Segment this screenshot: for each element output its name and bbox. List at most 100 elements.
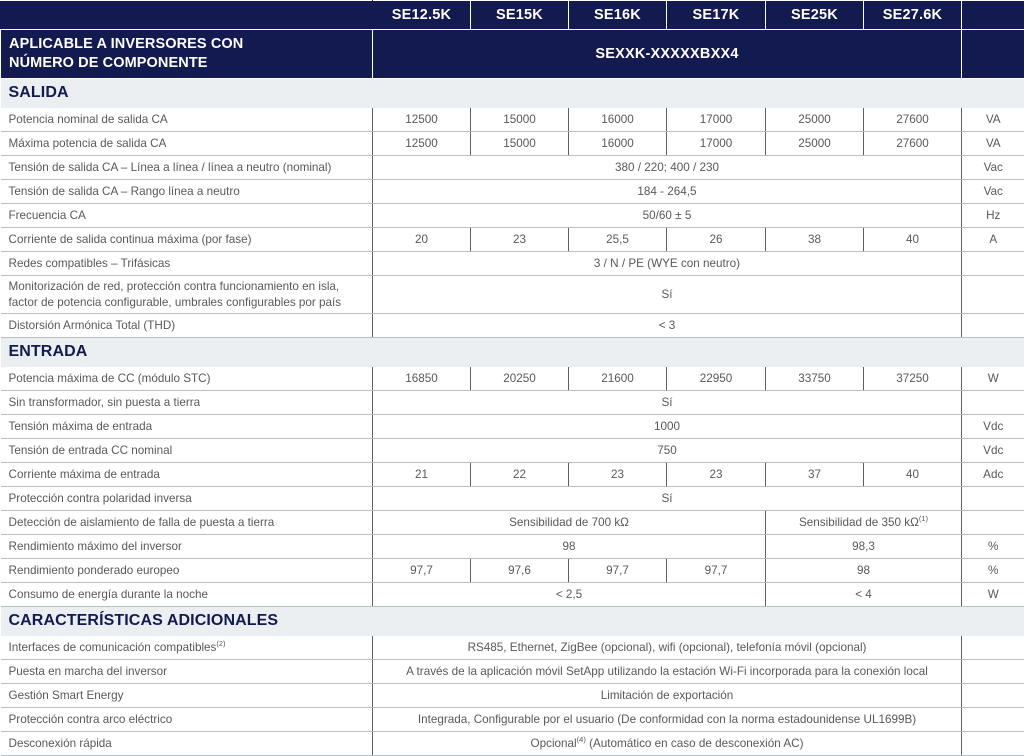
row-label-text: Corriente máxima de entrada [9, 468, 160, 481]
row-label-text: Gestión Smart Energy [9, 689, 124, 702]
section-title: ENTRADA [1, 337, 1024, 367]
cell-value: 40 [864, 228, 962, 252]
cell-value: 17000 [667, 108, 766, 132]
cell-text: 21600 [601, 372, 634, 385]
cell-text: 16000 [601, 113, 634, 126]
cell-text: < 3 [659, 319, 676, 332]
unit-cell [962, 707, 1024, 731]
unit-cell: % [962, 558, 1024, 582]
cell-value: 21 [373, 462, 471, 486]
applicable-label-line-1: APLICABLE A INVERSORES CON [9, 36, 243, 52]
part-number-value: SEXXK-XXXXXBXX4 [373, 30, 962, 79]
cell-value: 26 [667, 228, 766, 252]
table-row: Tensión de salida CA – Rango línea a neu… [1, 180, 1024, 204]
row-label-tension-de-salida-ca-linea-a-linea-linea-a-neu: Tensión de salida CA – Línea a línea / l… [1, 156, 373, 180]
cell-text: 23 [513, 233, 526, 246]
cell-text: 15000 [503, 137, 536, 150]
table-row: Corriente de salida continua máxima (por… [1, 228, 1024, 252]
part-number-unit-cell [962, 30, 1024, 79]
unit-cell: Adc [962, 462, 1024, 486]
row-label-text: Máxima potencia de salida CA [9, 137, 167, 150]
row-label-desconexion-rapida: Desconexión rápida [1, 731, 373, 755]
row-label-proteccion-contra-arco-electrico: Protección contra arco eléctrico [1, 707, 373, 731]
cell-value: 23 [569, 462, 667, 486]
cell-text: Integrada, Configurable por el usuario (… [418, 713, 916, 726]
cell-value: 16850 [373, 367, 471, 391]
row-label-redes-compatibles-trifasicas: Redes compatibles – Trifásicas [1, 252, 373, 276]
cell-text: 40 [906, 468, 919, 481]
row-label-deteccion-de-aislamiento-de-falla-de-puesta-a-: Detección de aislamiento de falla de pue… [1, 510, 373, 534]
row-label-text: Rendimiento ponderado europeo [9, 564, 180, 577]
cell-value: Sí [373, 390, 962, 414]
row-label-proteccion-contra-polaridad-inversa: Protección contra polaridad inversa [1, 486, 373, 510]
cell-value: 97,7 [667, 558, 766, 582]
unit-cell: Vdc [962, 438, 1024, 462]
section-title: SALIDA [1, 79, 1024, 109]
cell-value: 750 [373, 438, 962, 462]
row-label-rendimiento-maximo-del-inversor: Rendimiento máximo del inversor [1, 534, 373, 558]
unit-cell [962, 486, 1024, 510]
table-row: Distorsión Armónica Total (THD) < 3 [1, 313, 1024, 337]
table-row: Interfaces de comunicación compatibles(2… [1, 636, 1024, 660]
cell-value: 97,7 [373, 558, 471, 582]
header-unit-cell [962, 1, 1024, 30]
row-label-text: Desconexión rápida [9, 737, 112, 750]
section-header-caracteristicas-adicionales: CARACTERÍSTICAS ADICIONALES [1, 606, 1024, 636]
unit-cell: A [962, 228, 1024, 252]
row-label-potencia-maxima-de-cc-modulo-stc: Potencia máxima de CC (módulo STC) [1, 367, 373, 391]
row-label-text: Tensión de salida CA – Rango línea a neu… [9, 185, 240, 198]
row-label-frecuencia-ca: Frecuencia CA [1, 204, 373, 228]
unit-cell: Hz [962, 204, 1024, 228]
cell-text: Opcional [531, 737, 577, 750]
row-label-text: Consumo de energía durante la noche [9, 588, 208, 601]
cell-text: < 4 [855, 588, 872, 601]
cell-value: Sensibilidad de 350 kΩ(1) [766, 510, 962, 534]
unit-cell [962, 510, 1024, 534]
cell-text: 33750 [798, 372, 831, 385]
row-label-text: Tensión máxima de entrada [9, 420, 153, 433]
row-label-text: Tensión de salida CA – Línea a línea / l… [9, 161, 332, 174]
cell-text: 27600 [896, 137, 929, 150]
cell-value: Integrada, Configurable por el usuario (… [373, 707, 962, 731]
row-label-interfaces-de-comunicacion-compatibles: Interfaces de comunicación compatibles(2… [1, 636, 373, 660]
cell-text: Sensibilidad de 700 kΩ [509, 516, 629, 529]
cell-value: 98 [766, 558, 962, 582]
row-label-sin-transformador-sin-puesta-a-tierra: Sin transformador, sin puesta a tierra [1, 390, 373, 414]
row-label-text: Protección contra polaridad inversa [9, 492, 192, 505]
cell-text: 23 [709, 468, 722, 481]
row-label-consumo-de-energia-durante-la-noche: Consumo de energía durante la noche [1, 582, 373, 606]
unit-cell: % [962, 534, 1024, 558]
cell-value: 97,7 [569, 558, 667, 582]
row-label-text: Corriente de salida continua máxima (por… [9, 233, 252, 246]
cell-text: 38 [808, 233, 821, 246]
cell-text: A través de la aplicación móvil SetApp u… [406, 665, 928, 678]
cell-text: 98 [562, 540, 575, 553]
row-label-line-1: Monitorización de red, protección contra… [9, 280, 340, 293]
row-label-text: Distorsión Armónica Total (THD) [9, 319, 176, 332]
cell-text: 22 [513, 468, 526, 481]
row-label-text: Sin transformador, sin puesta a tierra [9, 396, 201, 409]
footnote-marker: (4) [577, 735, 586, 744]
cell-text: Sí [661, 288, 672, 301]
cell-value: < 3 [373, 313, 962, 337]
applicable-inverters-label: APLICABLE A INVERSORES CON NÚMERO DE COM… [1, 30, 373, 79]
cell-text: 16850 [405, 372, 438, 385]
cell-value: 27600 [864, 132, 962, 156]
cell-text: 3 / N / PE (WYE con neutro) [594, 257, 740, 270]
model-header-row: SE12.5K SE15K SE16K SE17K SE25K SE27.6K [1, 1, 1024, 30]
row-label-text: Detección de aislamiento de falla de pue… [9, 516, 275, 529]
cell-text: 21 [415, 468, 428, 481]
cell-value: 98 [373, 534, 766, 558]
applicable-label-line-2: NÚMERO DE COMPONENTE [9, 55, 208, 71]
unit-cell [962, 659, 1024, 683]
cell-text: 15000 [503, 113, 536, 126]
row-label-monitorizacion-de-red-proteccion-contra-funcio: Monitorización de red, protección contra… [1, 276, 373, 314]
cell-text: 20250 [503, 372, 536, 385]
unit-cell: VA [962, 132, 1024, 156]
unit-cell: Vdc [962, 414, 1024, 438]
model-column-header-se17k: SE17K [667, 1, 766, 30]
